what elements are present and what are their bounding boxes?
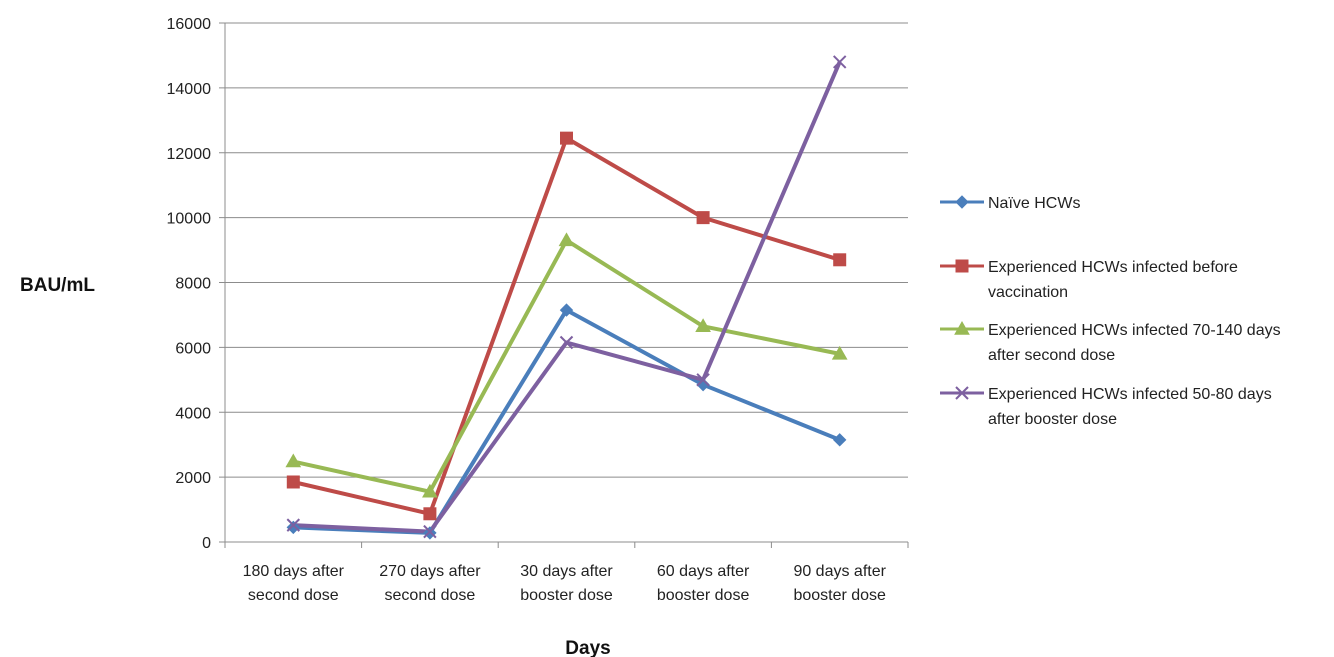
x-marker-stroke <box>832 55 847 69</box>
legend-item: Experienced HCWs infected 50-80 days afte… <box>940 386 1272 428</box>
legend-marker <box>955 195 969 209</box>
x-tick-label-line: 30 days after <box>520 563 613 580</box>
y-axis-title: BAU/mL <box>20 275 95 296</box>
legend-item: Naïve HCWs <box>940 195 1080 212</box>
legend-marker <box>955 259 969 273</box>
x-tick-label-line: second dose <box>248 587 339 604</box>
data-point-series-1 <box>286 520 301 535</box>
x-marker-stroke <box>423 524 437 539</box>
x-tick-label: 30 days after booster dose <box>520 563 613 604</box>
x-axis-title: Days <box>565 638 610 657</box>
data-point-series-3 <box>422 483 438 498</box>
x-marker-stroke <box>559 335 574 350</box>
legend-label: Experienced HCWs infected 70-140 days <box>988 322 1281 339</box>
x-tick-label-line: second dose <box>385 587 476 604</box>
x-tick-label-line: booster dose <box>520 587 613 604</box>
legend-label: vaccination <box>988 284 1068 301</box>
axes: 0 2000 4000 6000 8000 10000 12000 14000 16000 180… <box>167 16 909 604</box>
y-tick-label: 16000 <box>167 16 212 33</box>
series-line-2 <box>292 136 841 516</box>
data-point-series-2 <box>286 475 300 489</box>
x-marker-stroke <box>955 386 969 400</box>
y-tick-label: 12000 <box>167 146 212 163</box>
legend-label: after booster dose <box>988 411 1117 428</box>
y-tick-label: 14000 <box>167 81 212 98</box>
y-tick-label: 0 <box>202 535 211 552</box>
x-tick-label-line: booster dose <box>793 587 886 604</box>
y-tick-label: 6000 <box>175 340 211 357</box>
x-tick-label-line: 180 days after <box>243 563 345 580</box>
x-tick-label-line: booster dose <box>657 587 750 604</box>
data-point-series-2 <box>423 507 437 521</box>
y-tick-label: 4000 <box>175 405 211 422</box>
y-tick-label: 8000 <box>175 276 211 293</box>
data-point-series-3 <box>695 318 711 333</box>
legend-marker <box>954 320 970 335</box>
data-point-series-4 <box>286 518 301 532</box>
x-tick-label: 90 days after booster dose <box>793 563 886 604</box>
series-markers <box>285 55 848 540</box>
data-point-series-2 <box>833 253 847 267</box>
data-point-series-2 <box>696 211 710 225</box>
data-point-series-1 <box>832 433 847 447</box>
gridlines <box>225 22 908 543</box>
x-tick-label-line: 90 days after <box>793 563 886 580</box>
x-marker-stroke <box>286 518 301 532</box>
data-point-series-4 <box>832 55 847 69</box>
legend: Naïve HCWs Experienced HCWs infected befo… <box>940 195 1281 428</box>
data-point-series-3 <box>558 232 575 247</box>
x-tick-label-line: 60 days after <box>657 563 750 580</box>
data-point-series-4 <box>696 373 710 387</box>
legend-label: Naïve HCWs <box>988 195 1080 212</box>
x-tick-label-line: 270 days after <box>379 563 481 580</box>
y-tick-label: 10000 <box>167 211 212 228</box>
x-tick-label: 60 days after booster dose <box>657 563 750 604</box>
data-point-series-2 <box>560 131 573 145</box>
x-tick-label: 180 days after second dose <box>243 563 345 604</box>
legend-label: Experienced HCWs infected before <box>988 259 1238 276</box>
x-marker-stroke <box>696 373 710 387</box>
legend-item: Experienced HCWs infected 70-140 days aft… <box>940 320 1281 364</box>
legend-label: Experienced HCWs infected 50-80 days <box>988 386 1272 403</box>
data-point-series-3 <box>831 345 848 360</box>
legend-marker <box>955 386 969 400</box>
y-tick-label: 2000 <box>175 470 211 487</box>
series-line-3 <box>292 238 841 494</box>
data-point-series-4 <box>423 524 437 539</box>
x-tick-label: 270 days after second dose <box>379 563 481 604</box>
data-point-series-3 <box>285 453 302 468</box>
data-point-series-4 <box>559 335 574 350</box>
data-point-series-1 <box>559 303 574 317</box>
legend-item: Experienced HCWs infected before vaccinat… <box>940 259 1238 301</box>
legend-label: after second dose <box>988 347 1115 364</box>
